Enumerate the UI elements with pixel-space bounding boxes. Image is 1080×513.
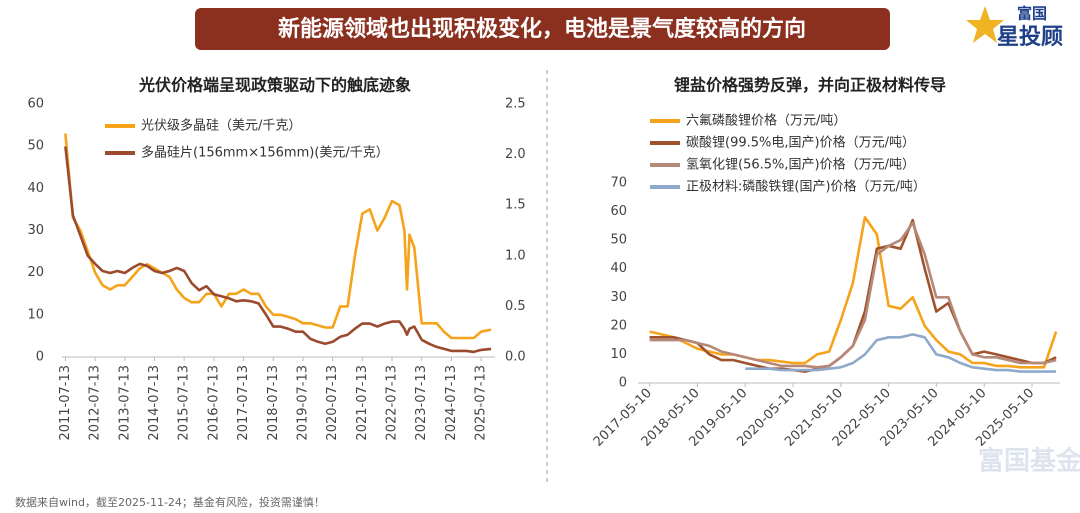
series-line [745,333,1057,373]
y-tick-label: 70 [610,176,627,191]
y-tick-label: 20 [610,318,627,333]
x-tick-label: 2020-07-13 [325,365,340,441]
x-tick-label: 2023-07-13 [414,365,429,441]
x-tick-label: 2019-07-13 [295,365,310,441]
y-tick-label: 50 [27,139,44,154]
legend-label: 碳酸锂(99.5%电,国产)价格（万元/吨） [686,135,915,151]
y2-tick-label: 2.5 [505,97,526,112]
x-tick-label: 2017-07-13 [236,365,251,441]
series-line [649,218,1057,373]
legend-label: 氢氧化锂(56.5%,国产)价格（万元/吨） [686,157,915,173]
series-line [64,146,492,354]
legend-label: 正极材料:磷酸铁锂(国产)价格（万元/吨） [686,179,926,195]
logo-text: 星投顾 [997,25,1063,50]
x-tick-label: 2014-07-13 [147,365,162,441]
x-tick-label: 2025-07-13 [474,365,489,441]
x-tick-label: 2013-07-13 [117,365,132,441]
x-tick-label: 2016-07-13 [206,365,221,441]
y-tick-label: 0 [36,350,44,365]
series-line [64,133,492,340]
slide-title: 新能源领域也出现积极变化，电池是景气度较高的方向 [278,16,806,42]
logo-text: 富国 [1017,5,1047,23]
y-tick-label: 20 [27,265,44,280]
x-tick-label: 2024-07-13 [444,365,459,441]
x-tick-label: 2022-07-13 [385,365,400,441]
x-tick-label: 2018-07-13 [266,365,281,441]
y2-tick-label: 0.5 [505,299,526,314]
logo-star [966,6,1004,43]
x-tick-label: 2015-07-13 [177,365,192,441]
y-tick-label: 10 [27,307,44,322]
y-tick-label: 30 [610,290,627,305]
series-line [649,221,1057,369]
y-tick-label: 40 [27,181,44,196]
footer-note: 数据来自wind，截至2025-11-24；基金有风险，投资需谨慎！ [15,495,325,509]
y-tick-label: 40 [610,261,627,276]
y-tick-label: 60 [27,97,44,112]
x-tick-label: 2021-07-13 [355,365,370,441]
watermark: 富国基金 [978,446,1080,477]
y2-tick-label: 2.0 [505,147,526,162]
y2-tick-label: 1.0 [505,248,526,263]
chart-title: 锂盐价格强势反弹，并向正极材料传导 [674,76,946,95]
x-tick-label: 2012-07-13 [88,365,103,441]
title-bar [195,8,890,50]
legend-label: 六氟磷酸锂价格（万元/吨） [686,113,846,129]
x-tick-label: 2011-07-13 [58,365,73,441]
y2-tick-label: 0.0 [505,350,526,365]
legend-label: 多晶硅片(156mm×156mm)(美元/千克） [141,145,389,161]
y-tick-label: 50 [610,233,627,248]
y2-tick-label: 1.5 [505,198,526,213]
y-tick-label: 60 [610,204,627,219]
y-tick-label: 30 [27,223,44,238]
series-line [649,216,1058,369]
legend-label: 光伏级多晶硅（美元/千克） [141,118,301,134]
y-tick-label: 10 [610,347,627,362]
chart-title: 光伏价格端呈现政策驱动下的触底迹象 [138,76,411,95]
y-tick-label: 0 [619,376,627,391]
